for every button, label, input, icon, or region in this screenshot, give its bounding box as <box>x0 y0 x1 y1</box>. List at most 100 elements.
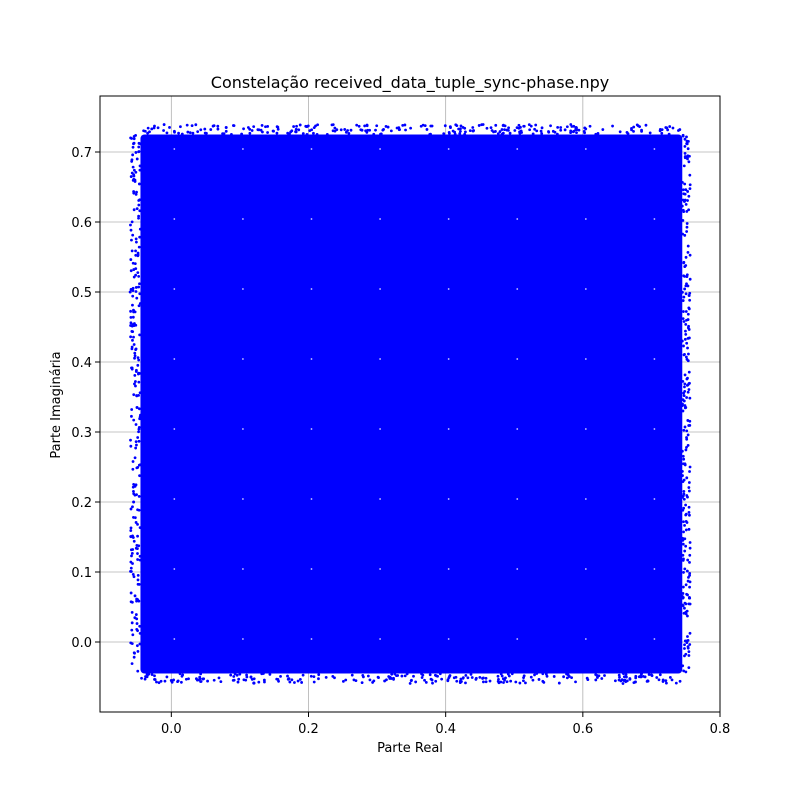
cloud-edge-point <box>298 678 302 681</box>
cloud-edge-point <box>187 677 190 681</box>
cloud-edge-point <box>430 124 434 128</box>
cloud-edge-point <box>683 523 686 527</box>
cloud-edge-point <box>687 370 691 374</box>
cloud-edge-point <box>522 676 525 680</box>
cloud-edge-point <box>211 124 215 128</box>
cloud-edge-point <box>130 367 134 371</box>
cloud-edge-point <box>461 125 465 129</box>
cloud-edge-point <box>150 127 154 131</box>
cloud-edge-point <box>686 376 689 380</box>
cloud-edge-point <box>134 290 138 293</box>
cloud-edge-point <box>136 522 139 526</box>
cloud-edge-point <box>249 675 253 679</box>
cloud-edge-point <box>681 542 685 546</box>
constellation-gap <box>584 428 587 430</box>
cloud-edge-point <box>687 424 691 427</box>
cloud-edge-point <box>500 674 504 678</box>
cloud-edge-point <box>385 678 388 682</box>
cloud-edge-point <box>529 675 533 679</box>
cloud-edge-point <box>688 470 691 473</box>
cloud-edge-point <box>600 677 604 680</box>
cloud-edge-point <box>634 676 638 680</box>
cloud-edge-point <box>650 673 653 677</box>
cloud-edge-point <box>661 680 665 683</box>
cloud-edge-point <box>683 144 687 148</box>
cloud-edge-point <box>686 390 690 394</box>
cloud-edge-point <box>539 129 543 133</box>
cloud-edge-point <box>685 230 689 233</box>
cloud-edge-point <box>131 633 135 637</box>
cloud-edge-point <box>133 351 137 355</box>
y-tick-label: 0.0 <box>71 636 92 651</box>
cloud-edge-point <box>287 677 291 680</box>
cloud-edge-point <box>368 128 372 132</box>
cloud-edge-point <box>687 194 691 198</box>
cloud-edge-point <box>681 404 684 408</box>
cloud-edge-point <box>131 153 135 157</box>
cloud-edge-point <box>484 676 488 680</box>
cloud-edge-point <box>131 505 134 509</box>
cloud-edge-point <box>137 430 140 434</box>
cloud-edge-point <box>492 130 495 134</box>
cloud-edge-point <box>687 160 691 164</box>
cloud-edge-point <box>129 600 133 604</box>
cloud-edge-point <box>134 613 138 616</box>
cloud-edge-point <box>681 219 685 222</box>
cloud-edge-point <box>477 124 481 127</box>
cloud-edge-point <box>129 526 133 530</box>
cloud-edge-point <box>682 571 685 574</box>
cloud-edge-point <box>333 129 337 133</box>
cloud-edge-point <box>540 126 544 130</box>
cloud-edge-point <box>464 673 468 677</box>
cloud-edge-point <box>681 558 685 562</box>
cloud-edge-point <box>137 245 141 249</box>
cloud-edge-point <box>134 267 138 271</box>
cloud-edge-point <box>134 253 138 257</box>
cloud-edge-point <box>572 124 576 128</box>
cloud-edge-point <box>178 672 182 676</box>
cloud-edge-point <box>194 677 198 681</box>
cloud-edge-point <box>501 677 505 681</box>
cloud-edge-point <box>502 681 505 684</box>
cloud-edge-point <box>588 124 592 128</box>
cloud-edge-point <box>409 126 413 130</box>
cloud-edge-point <box>685 445 688 449</box>
cloud-edge-point <box>279 674 282 678</box>
scatter-point <box>684 406 688 409</box>
cloud-edge-point <box>681 317 685 321</box>
cloud-edge-point <box>414 680 418 684</box>
cloud-edge-point <box>176 680 179 684</box>
cloud-edge-point <box>129 175 133 178</box>
cloud-edge-point <box>503 128 506 132</box>
constellation-gap <box>310 148 313 150</box>
cloud-edge-point <box>535 129 539 133</box>
cloud-edge-point <box>686 147 690 151</box>
cloud-edge-point <box>685 282 688 286</box>
cloud-edge-point <box>509 679 513 683</box>
cloud-edge-point <box>145 675 149 679</box>
cloud-edge-point <box>136 558 140 561</box>
cloud-edge-point <box>436 674 439 678</box>
cloud-edge-point <box>684 310 688 313</box>
cloud-edge-point <box>198 675 202 679</box>
point-cloud <box>129 123 692 685</box>
cloud-edge-point <box>375 124 379 128</box>
constellation-gap <box>516 288 519 290</box>
cloud-edge-point <box>130 551 134 555</box>
cloud-edge-point <box>199 128 203 132</box>
x-tick-label: 0.2 <box>298 722 319 737</box>
constellation-gap <box>516 358 519 360</box>
cloud-edge-point <box>257 680 261 684</box>
cloud-edge-point <box>134 249 137 253</box>
cloud-edge-point <box>134 348 138 351</box>
cloud-edge-point <box>360 681 364 685</box>
cloud-edge-point <box>684 155 688 159</box>
cloud-edge-point <box>138 631 142 635</box>
cloud-edge-point <box>682 530 685 534</box>
cloud-edge-point <box>688 173 692 177</box>
cloud-edge-point <box>565 676 569 680</box>
cloud-edge-point <box>379 132 382 136</box>
cloud-edge-point <box>180 132 184 136</box>
cloud-edge-point <box>138 282 141 286</box>
cloud-edge-point <box>216 127 220 131</box>
